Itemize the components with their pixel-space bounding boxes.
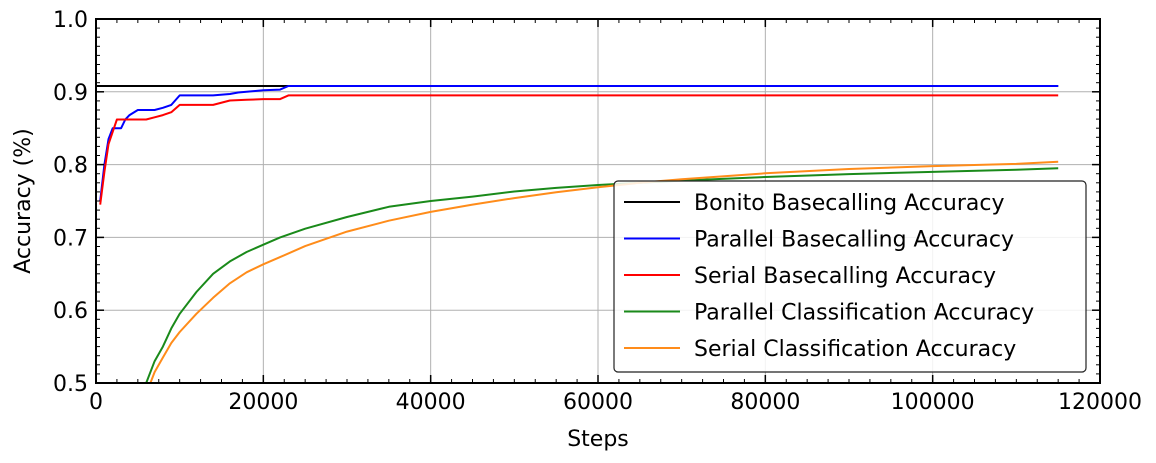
x-tick-label: 120000 bbox=[1058, 390, 1142, 415]
y-tick-label: 0.7 bbox=[53, 226, 88, 251]
y-tick-label: 0.5 bbox=[53, 372, 88, 397]
x-tick-label: 20000 bbox=[228, 390, 298, 415]
series-line-4 bbox=[145, 167, 1059, 383]
tick-labels: 0 20000 40000 60000 80000 100000 120000 0.5 0.6 0… bbox=[53, 8, 1142, 415]
x-tick-label: 60000 bbox=[563, 390, 633, 415]
x-tick-label: 40000 bbox=[396, 390, 466, 415]
series-line-5 bbox=[149, 160, 1059, 383]
legend-label-4: Parallel Classification Accuracy bbox=[694, 301, 1034, 326]
legend-label-2: Parallel Basecalling Accuracy bbox=[694, 228, 1014, 253]
plot-frame bbox=[95, 18, 1101, 384]
x-tick-label: 80000 bbox=[730, 390, 800, 415]
legend: Bonito Basecalling Accuracy Parallel Base… bbox=[613, 180, 1087, 373]
legend-label-1: Bonito Basecalling Accuracy bbox=[694, 191, 1005, 216]
series-line-2 bbox=[99, 85, 1059, 202]
y-tick-label: 0.8 bbox=[53, 154, 88, 179]
series-layer bbox=[96, 85, 1059, 383]
legend-box bbox=[613, 180, 1087, 373]
y-tick-label: 0.6 bbox=[53, 299, 88, 324]
legend-label-3: Serial Basecalling Accuracy bbox=[694, 264, 996, 289]
x-axis-label: Steps bbox=[567, 427, 629, 452]
series-line-3 bbox=[99, 94, 1059, 205]
y-tick-label: 0.9 bbox=[53, 81, 88, 106]
legend-label-5: Serial Classification Accuracy bbox=[694, 337, 1016, 362]
y-axis-label: Accuracy (%) bbox=[11, 128, 36, 274]
x-tick-label: 0 bbox=[89, 390, 103, 415]
x-tick-label: 100000 bbox=[891, 390, 975, 415]
y-tick-label: 1.0 bbox=[53, 8, 88, 33]
